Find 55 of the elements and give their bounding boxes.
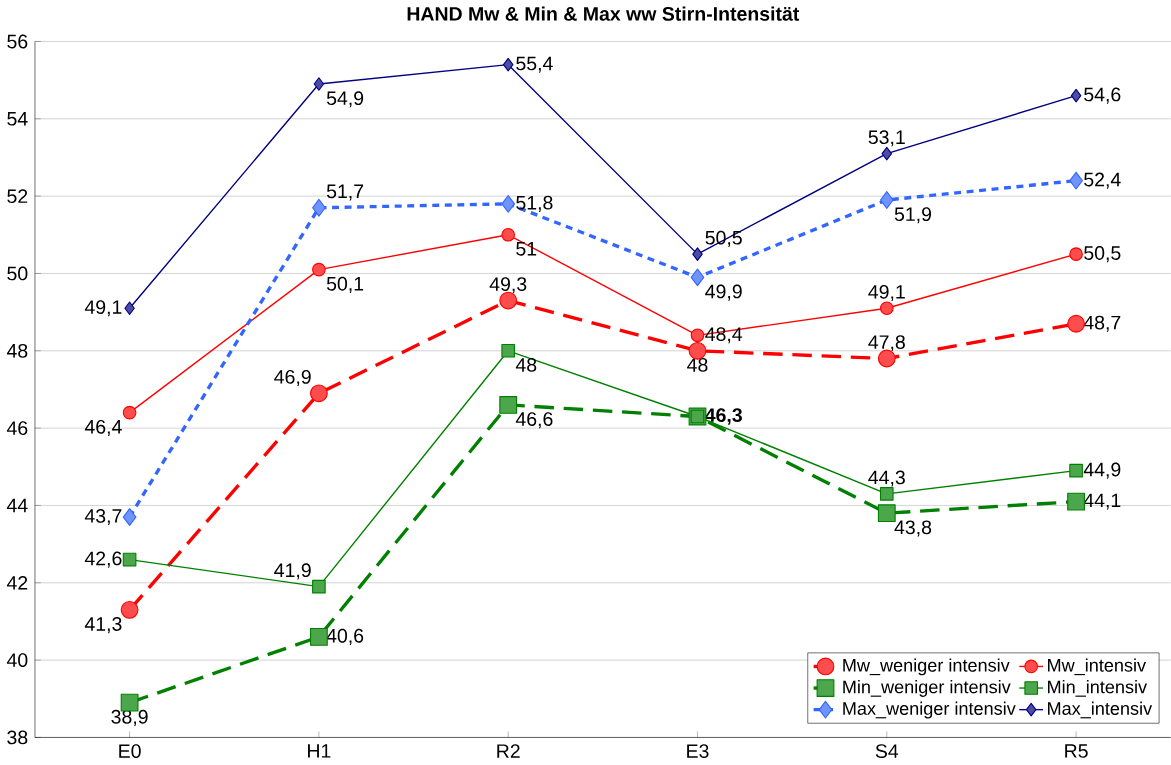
data-label: 48,4 — [705, 327, 743, 344]
data-label: 47,8 — [868, 335, 905, 352]
y-tick-label: 56 — [7, 34, 28, 49]
data-label: 38,9 — [111, 710, 148, 727]
y-tick-label: 42 — [6, 576, 28, 590]
data-label: 41,3 — [84, 617, 122, 634]
y-tick-label: 44 — [6, 499, 28, 513]
legend-label: Max_weniger intensiv — [843, 701, 1016, 719]
x-tick-label: H1 — [308, 744, 331, 758]
data-label: 46,4 — [84, 420, 122, 437]
data-label: 50,5 — [1084, 246, 1121, 263]
data-label: 44,1 — [1083, 493, 1121, 510]
data-label: 51,8 — [516, 196, 553, 213]
y-tick-label: 48 — [6, 344, 28, 358]
data-label: 43,7 — [84, 509, 122, 526]
x-tick-label: R2 — [497, 744, 520, 759]
legend-label: Min_weniger intensiv — [843, 680, 1011, 698]
legend-label: Mw_intensiv — [1048, 658, 1147, 676]
data-label: 55,4 — [516, 56, 553, 73]
data-label: 49,1 — [84, 300, 122, 317]
data-label: 42,6 — [84, 551, 122, 568]
data-label: 51 — [516, 242, 537, 256]
y-tick-label: 50 — [7, 266, 28, 281]
data-label: 44,3 — [868, 470, 905, 487]
y-tick-label: 38 — [7, 730, 28, 745]
data-label: 54,6 — [1084, 87, 1121, 104]
data-label: 52,4 — [1084, 172, 1121, 189]
x-tick-label: R5 — [1065, 744, 1088, 759]
data-label: 48 — [687, 358, 708, 373]
legend-label: Min_intensiv — [1048, 680, 1148, 697]
data-label: 46,9 — [274, 370, 311, 387]
x-tick-label: E3 — [687, 744, 709, 759]
y-tick-label: 46 — [6, 421, 28, 436]
legend-label: Mw_weniger intensiv — [843, 658, 1010, 676]
data-label: 43,8 — [894, 520, 932, 537]
data-label: 50,1 — [326, 277, 364, 294]
y-tick-label: 40 — [6, 653, 28, 668]
data-label: 49,3 — [489, 277, 527, 294]
chart-title: HAND Mw & Min & Max ww Stirn-Intensität — [407, 6, 800, 22]
data-label: 51,9 — [894, 207, 932, 224]
data-label: 51,7 — [326, 184, 364, 201]
y-tick-label: 54 — [7, 112, 28, 126]
data-label: 53,1 — [868, 130, 905, 147]
data-label: 49,9 — [705, 284, 742, 301]
data-label: 48 — [515, 358, 537, 373]
data-label: 49,1 — [868, 285, 905, 302]
data-label: 44,9 — [1083, 462, 1121, 479]
x-tick-label: S4 — [875, 744, 899, 759]
data-label: 48,7 — [1083, 315, 1121, 333]
data-label: 46,6 — [515, 412, 553, 429]
y-tick-label: 52 — [7, 189, 28, 204]
data-label: 54,9 — [326, 91, 364, 108]
x-tick-label: E0 — [119, 744, 141, 759]
data-label: 41,9 — [274, 563, 311, 580]
legend-label: Max_intensiv — [1048, 701, 1153, 719]
